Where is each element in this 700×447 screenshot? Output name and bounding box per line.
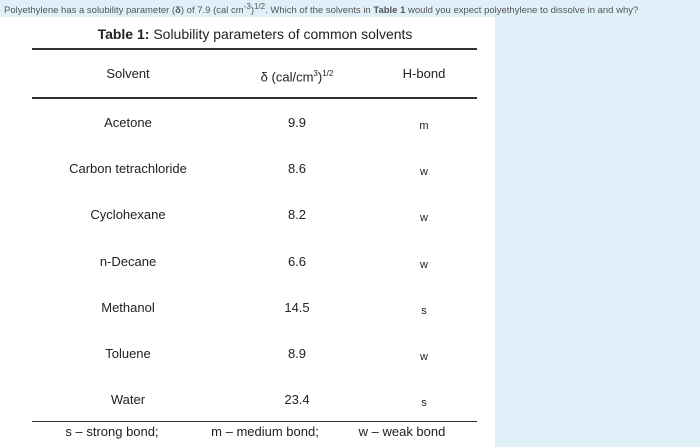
question-sup: 1/2	[253, 2, 266, 11]
header-rule	[32, 97, 477, 99]
header-cell: Solvent	[106, 66, 150, 81]
header-cell: δ (cal/cm3)1/2	[187, 66, 407, 85]
table-cell: w	[420, 212, 428, 225]
bottom-rule	[32, 421, 477, 422]
table-cell: 8.6	[287, 161, 307, 177]
question-sup: -3	[243, 2, 251, 11]
question-text: )	[250, 5, 254, 17]
footer-note: w – weak bond	[358, 424, 446, 439]
question: Polyethylene has a solubility parameter …	[4, 2, 638, 16]
question-symbol: δ	[175, 5, 181, 17]
table-cell: Cyclohexane	[90, 207, 166, 223]
question-text: ) of 7.9 (cal cm	[180, 5, 244, 17]
question-text: would you expect polyethylene to dissolv…	[405, 5, 639, 17]
table-cell: n-Decane	[99, 253, 157, 269]
caption-label: Table 1:	[97, 26, 150, 42]
table-cell: w	[420, 166, 428, 179]
table-cell: Methanol	[101, 299, 155, 315]
table-cell: Toluene	[105, 346, 151, 361]
table-cell: s	[421, 304, 427, 317]
table-cell: 8.2	[287, 207, 307, 223]
footer-note: s – strong bond;	[65, 424, 159, 439]
table-cell: 23.4	[284, 392, 310, 408]
header-text: δ (cal/cm	[260, 69, 314, 85]
question-text: . Which of the solvents in	[265, 5, 374, 17]
table-cell: w	[420, 258, 428, 271]
table-cell: 8.9	[287, 346, 307, 361]
top-rule	[32, 48, 477, 50]
footer-note: m – medium bond;	[211, 424, 319, 439]
table-cell: 14.5	[284, 299, 310, 315]
table-caption: Table 1: Solubility parameters of common…	[0, 26, 510, 42]
table-cell: Water	[110, 392, 146, 408]
header-cell: H-bond	[402, 66, 446, 81]
table-cell: w	[420, 351, 428, 363]
table-cell: 9.9	[287, 115, 307, 130]
question-text: Polyethylene has a solubility parameter …	[4, 5, 176, 17]
table-cell: Acetone	[104, 115, 152, 130]
table-cell: s	[421, 397, 427, 410]
caption-text: Solubility parameters of common solvents	[149, 26, 413, 42]
question-ref: Table 1	[373, 5, 406, 17]
header-sup: 1/2	[322, 69, 334, 78]
table-panel: Table 1: Solubility parameters of common…	[0, 17, 495, 447]
header-sup: 3	[313, 69, 318, 78]
table-cell: Carbon tetrachloride	[69, 161, 187, 177]
table-cell: 6.6	[287, 253, 307, 269]
table-cell: m	[419, 120, 429, 132]
header-text: )	[317, 69, 323, 85]
